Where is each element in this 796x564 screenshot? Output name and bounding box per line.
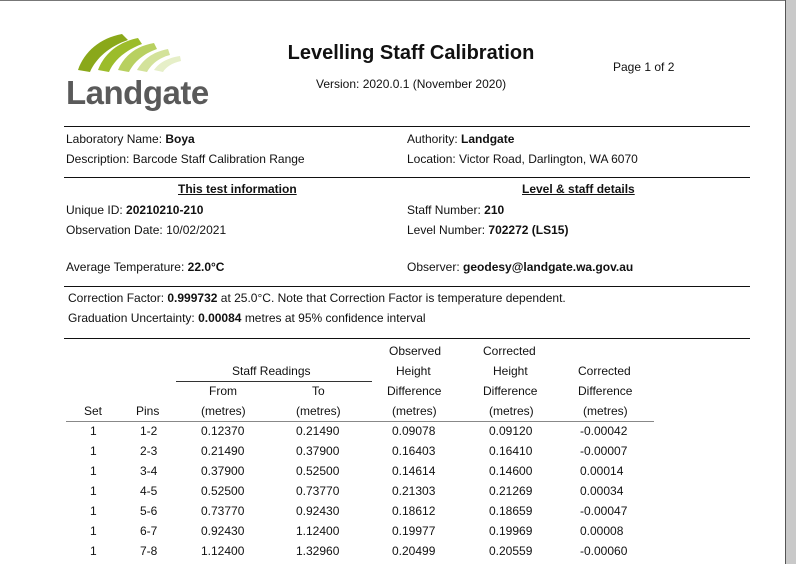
cell-set: 1 [90,484,97,498]
header-corrected-difference: Difference [483,384,538,398]
level-number: Level Number: 702272 (LS15) [407,223,569,237]
test-info-heading: This test information [178,182,297,196]
divider [64,126,750,127]
cell-pins: 4-5 [140,484,158,498]
header-from: From [209,384,237,398]
cell-corrected-height: 0.16410 [489,444,533,458]
cell-corrected-height: 0.18659 [489,504,533,518]
cell-pins: 6-7 [140,524,158,538]
cell-to: 0.37900 [296,444,340,458]
cell-set: 1 [90,464,97,478]
cell-observed: 0.21303 [392,484,436,498]
graduation-uncertainty: Graduation Uncertainty: 0.00084 metres a… [68,311,426,325]
observation-date: Observation Date: 10/02/2021 [66,223,227,237]
cell-from: 0.52500 [201,484,245,498]
lab-name: Laboratory Name: Boya [66,132,195,146]
cell-set: 1 [90,424,97,438]
header-corrected-height: Height [493,364,528,378]
cell-set: 1 [90,444,97,458]
page-edge [785,0,796,564]
header-corrected-unit: (metres) [489,404,534,418]
page-title: Levelling Staff Calibration [287,42,535,64]
staff-number: Staff Number: 210 [407,203,505,217]
header-corrected: Corrected [483,344,536,358]
header-corrected-diff-2: Difference [578,384,633,398]
level-staff-heading: Level & staff details [522,182,635,196]
logo-wordmark: Landgate [66,74,209,111]
cell-corrected-diff: -0.00060 [580,544,628,558]
header-pins: Pins [136,404,160,418]
cell-to: 1.32960 [296,544,340,558]
cell-corrected-height: 0.20559 [489,544,533,558]
cell-from: 0.92430 [201,524,245,538]
header-observed-height: Height [396,364,431,378]
cell-observed: 0.20499 [392,544,436,558]
cell-to: 1.12400 [296,524,340,538]
cell-observed: 0.16403 [392,444,436,458]
cell-from: 1.12400 [201,544,245,558]
staff-readings-header: Staff Readings [232,364,311,378]
divider [64,338,750,339]
header-observed: Observed [389,344,442,358]
cell-corrected-diff: 0.00014 [580,464,624,478]
divider [64,177,750,178]
divider [64,286,750,287]
cell-corrected-diff: 0.00034 [580,484,624,498]
cell-pins: 1-2 [140,424,158,438]
header-corrected-diff: Corrected [578,364,631,378]
cell-pins: 7-8 [140,544,158,558]
observer: Observer: geodesy@landgate.wa.gov.au [407,260,634,274]
cell-to: 0.21490 [296,424,340,438]
cell-to: 0.73770 [296,484,340,498]
location: Location: Victor Road, Darlington, WA 60… [407,152,638,166]
average-temperature: Average Temperature: 22.0°C [66,260,225,274]
cell-from: 0.12370 [201,424,245,438]
cell-set: 1 [90,544,97,558]
cell-corrected-diff: 0.00008 [580,524,624,538]
cell-to: 0.92430 [296,504,340,518]
cell-observed: 0.18612 [392,504,436,518]
cell-corrected-height: 0.09120 [489,424,533,438]
header-set: Set [84,404,103,418]
header-from-unit: (metres) [201,404,246,418]
cell-corrected-height: 0.21269 [489,484,533,498]
description: Description: Barcode Staff Calibration R… [66,152,305,166]
window-top-border [0,0,785,1]
cell-observed: 0.19977 [392,524,436,538]
header-observed-unit: (metres) [392,404,437,418]
logo-swoosh-icon [78,34,181,72]
header-observed-difference: Difference [387,384,442,398]
cell-corrected-diff: -0.00007 [580,444,628,458]
cell-from: 0.37900 [201,464,245,478]
cell-set: 1 [90,504,97,518]
header-corrected-diff-unit: (metres) [583,404,628,418]
cell-corrected-height: 0.14600 [489,464,533,478]
cell-corrected-diff: -0.00047 [580,504,628,518]
cell-observed: 0.09078 [392,424,436,438]
cell-corrected-diff: -0.00042 [580,424,628,438]
table-header-rule [66,421,654,422]
page-number: Page 1 of 2 [613,60,675,74]
staff-readings-rule [176,381,372,382]
authority: Authority: Landgate [407,132,515,146]
cell-from: 0.21490 [201,444,245,458]
header-to-unit: (metres) [296,404,341,418]
header-to: To [312,384,325,398]
cell-observed: 0.14614 [392,464,436,478]
version-text: Version: 2020.0.1 (November 2020) [316,77,507,91]
landgate-logo: Landgate [64,30,214,111]
cell-pins: 2-3 [140,444,158,458]
cell-corrected-height: 0.19969 [489,524,533,538]
cell-pins: 5-6 [140,504,158,518]
cell-pins: 3-4 [140,464,158,478]
cell-set: 1 [90,524,97,538]
cell-from: 0.73770 [201,504,245,518]
cell-to: 0.52500 [296,464,340,478]
unique-id: Unique ID: 20210210-210 [66,203,204,217]
correction-factor: Correction Factor: 0.999732 at 25.0°C. N… [68,291,566,305]
